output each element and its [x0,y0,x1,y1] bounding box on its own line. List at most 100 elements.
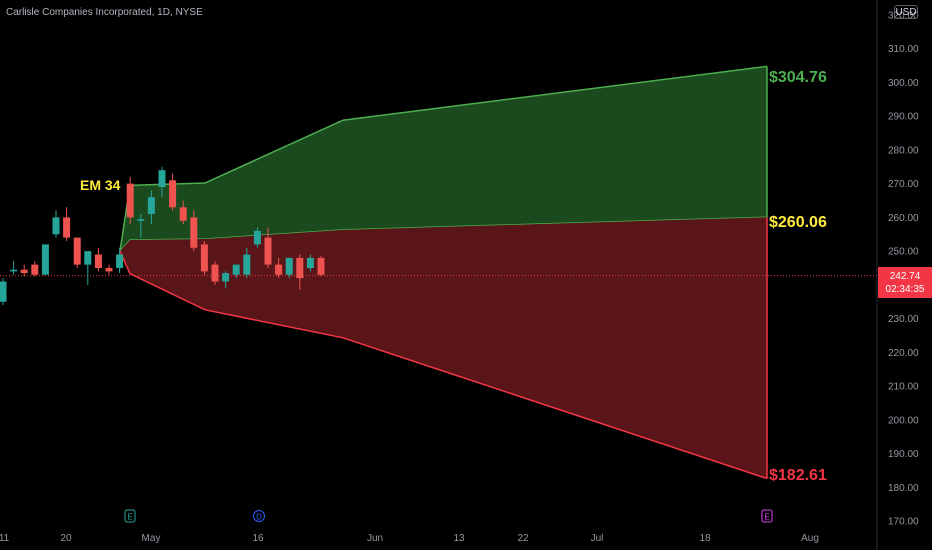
event-marker[interactable]: E [124,509,136,523]
candle [10,261,18,275]
candle [94,247,102,272]
candle-body [264,237,272,265]
price-tick-label: 170.00 [888,517,919,528]
candle-body [200,244,208,272]
candle [84,251,92,285]
candle-body [253,230,261,245]
price-tick-label: 180.00 [888,483,919,494]
candle-body [275,264,283,275]
candle-body [41,244,49,275]
current-price-value: 242.74 [889,271,921,282]
bar-countdown: 02:34:35 [885,284,925,295]
candle-body [211,264,219,282]
currency-badge[interactable]: USD [894,5,918,19]
lower-zone-fill [120,217,767,479]
candle-body [222,273,230,282]
price-tick-label: 190.00 [888,449,919,460]
price-tick-label: 280.00 [888,145,919,156]
price-tick-label: 230.00 [888,314,919,325]
candle [211,261,219,285]
candle [0,278,7,306]
time-tick-label: Jul [591,533,604,544]
price-tick-label: 260.00 [888,213,919,224]
price-axis[interactable]: 170.00 180.00 190.00 200.00 210.00 220.00 230.… [888,11,919,528]
event-marker-letter: E [764,513,769,522]
candle-body [20,269,28,274]
candle [41,244,49,275]
candle-body [190,217,198,248]
candle [169,173,177,211]
candle-body [52,217,60,235]
em-label: EM 34 [80,177,121,193]
candle-body [73,237,81,265]
candle-body [179,207,187,221]
time-tick-label: 20 [60,533,72,544]
event-marker[interactable]: E [761,509,773,523]
price-tick-label: 270.00 [888,179,919,190]
candle [52,210,60,238]
candle [306,254,314,272]
candle-body [137,219,145,221]
candle [158,166,166,198]
upper-target-label: $304.76 [769,69,827,86]
price-tick-label: 210.00 [888,382,919,393]
mid-target-label: $260.06 [769,214,827,231]
candle-body [126,183,134,218]
candle [285,257,293,279]
time-axis[interactable]: 11 20 May 16 Jun 13 22 Jul 18 Aug [0,533,819,544]
candle [147,190,155,225]
event-marker-letter: E [127,513,132,522]
candle-body [84,251,92,265]
chart-title: Carlisle Companies Incorporated, 1D, NYS… [6,7,203,18]
candle-body [147,197,155,215]
candle [73,237,81,268]
candle [296,254,304,290]
candle [179,200,187,225]
candle-body [105,268,113,272]
candle-body [306,257,314,268]
candle-body [317,257,325,275]
candle-body [158,170,166,188]
candle [105,264,113,275]
lower-target-label: $182.61 [769,467,827,484]
candle-body [285,257,293,275]
candle-body [232,264,240,275]
event-marker[interactable]: D [253,510,265,522]
candle-body [10,269,18,272]
candle [232,264,240,279]
candle [20,264,28,277]
candle [317,256,325,277]
candle [116,247,124,274]
time-tick-label: 18 [699,533,711,544]
time-tick-label: 16 [252,533,264,544]
candle [63,207,71,242]
candle-body [243,254,251,275]
candle-body [0,281,7,302]
candle-body [31,264,39,275]
current-price-badge: 242.74 02:34:35 [878,267,932,298]
candle-body [296,257,304,279]
time-tick-label: Jun [367,533,383,544]
candle [275,257,283,279]
lower-bound-line [119,250,768,480]
event-marker-letter: D [256,513,262,522]
candle-body [116,254,124,268]
candle-body [94,254,102,268]
candle [222,271,230,289]
time-tick-label: 11 [0,533,10,544]
candle-body [169,180,177,208]
price-tick-label: 290.00 [888,112,919,123]
expected-move-upper-zone [119,65,768,252]
time-tick-label: 22 [517,533,529,544]
candle [200,241,208,275]
candle [126,176,134,225]
candle [190,210,198,252]
price-tick-label: 250.00 [888,247,919,258]
expected-move-lower-zone [119,217,768,480]
price-tick-label: 220.00 [888,348,919,359]
candle [31,261,39,277]
candle [253,227,261,248]
candle-body [63,217,71,238]
